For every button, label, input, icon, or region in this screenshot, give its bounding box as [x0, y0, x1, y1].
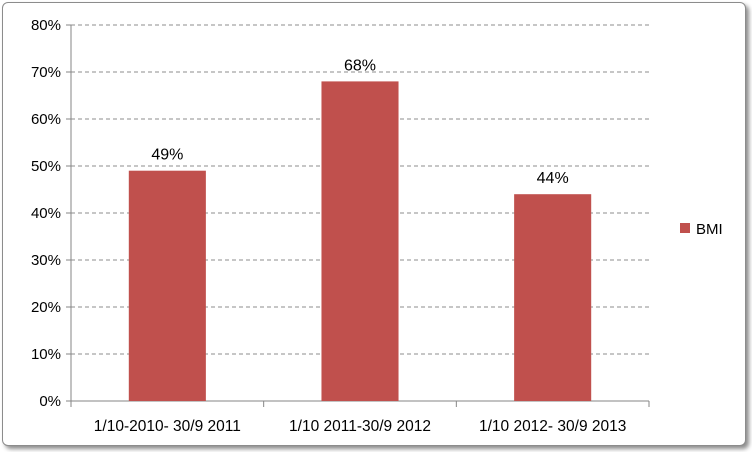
bar-3 [514, 194, 592, 401]
y-axis: 0% 10% 20% 30% 40% 50% 60% 70% 80% [31, 17, 72, 410]
bar-2 [321, 81, 399, 402]
x-category-label: 1/10-2010- 30/9 2011 [94, 418, 241, 435]
data-label-3: 44% [537, 170, 569, 187]
data-label-2: 68% [344, 57, 376, 74]
bar-1 [128, 170, 206, 401]
bars [128, 81, 592, 402]
y-tick-label: 80% [31, 17, 61, 34]
y-tick-label: 0% [39, 393, 61, 410]
y-tick-label: 50% [31, 158, 61, 175]
legend-label-bmi: BMI [696, 221, 723, 238]
x-category-label: 1/10 2012- 30/9 2013 [479, 418, 626, 435]
y-tick-label: 60% [31, 111, 61, 128]
bar-chart: 0% 10% 20% 30% 40% 50% 60% 70% 80% 1/10-2010- 30… [31, 17, 723, 435]
x-category-label: 1/10 2011-30/9 2012 [289, 418, 431, 435]
y-tick-label: 20% [31, 299, 61, 316]
y-tick-label: 70% [31, 64, 61, 81]
data-labels: 49% 68% 44% [151, 57, 568, 187]
chart-frame: 0% 10% 20% 30% 40% 50% 60% 70% 80% 1/10-2010- 30… [2, 2, 746, 446]
x-axis: 1/10-2010- 30/9 2011 1/10 2011-30/9 2012 1… [70, 400, 650, 435]
y-tick-label: 40% [31, 205, 61, 222]
legend-swatch-bmi [680, 223, 690, 233]
y-tick-label: 30% [31, 252, 61, 269]
data-label-1: 49% [151, 147, 183, 164]
legend: BMI [680, 221, 723, 238]
y-tick-label: 10% [31, 346, 61, 363]
